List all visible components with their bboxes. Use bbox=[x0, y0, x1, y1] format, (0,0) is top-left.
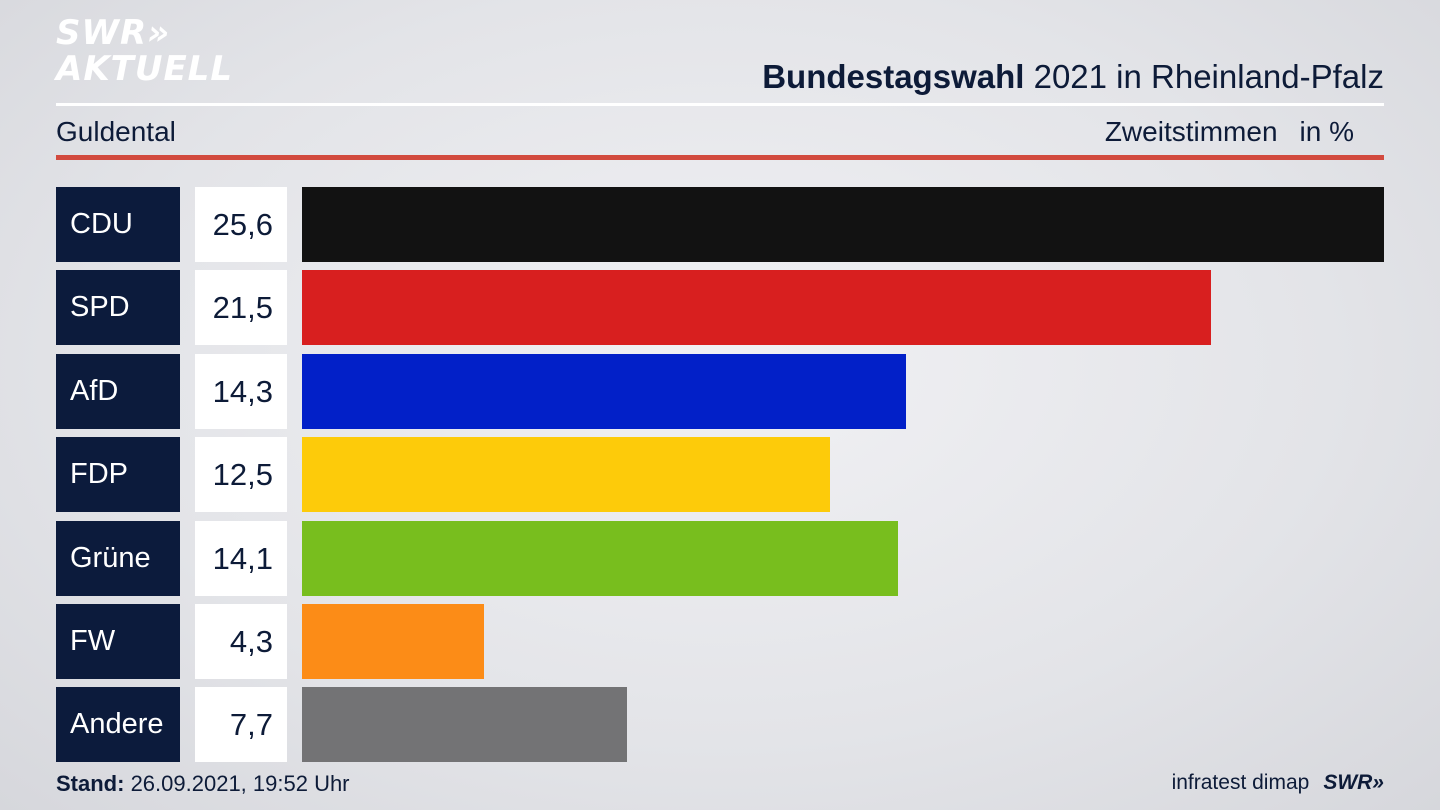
party-label: Andere bbox=[56, 687, 180, 762]
measure-label: Zweitstimmen in % bbox=[1105, 116, 1354, 148]
header-divider bbox=[56, 103, 1384, 106]
accent-divider bbox=[56, 155, 1384, 160]
value-label: 14,1 bbox=[195, 521, 287, 596]
party-label: FW bbox=[56, 604, 180, 679]
value-label: 12,5 bbox=[195, 437, 287, 512]
value-label: 21,5 bbox=[195, 270, 287, 345]
party-label: AfD bbox=[56, 354, 180, 429]
party-label: FDP bbox=[56, 437, 180, 512]
source-name: infratest dimap bbox=[1171, 771, 1310, 794]
bar bbox=[302, 437, 830, 512]
chart-title-rest: 2021 in Rheinland-Pfalz bbox=[1024, 58, 1384, 95]
timestamp: Stand: 26.09.2021, 19:52 Uhr bbox=[56, 771, 350, 797]
party-label: CDU bbox=[56, 187, 180, 262]
bar bbox=[302, 687, 627, 762]
bar bbox=[302, 604, 484, 679]
bar bbox=[302, 270, 1211, 345]
region-label: Guldental bbox=[56, 116, 176, 147]
bar bbox=[302, 187, 1384, 262]
logo-swr: SWR bbox=[56, 13, 148, 53]
swr-aktuell-logo: SWR» AKTUELL bbox=[56, 16, 233, 88]
source-credit: infratest dimap SWR» bbox=[1172, 771, 1384, 795]
bar bbox=[302, 521, 898, 596]
value-label: 7,7 bbox=[195, 687, 287, 762]
logo-aktuell: AKTUELL bbox=[56, 49, 234, 89]
logo-chevron-icon: » bbox=[147, 13, 171, 53]
party-label: Grüne bbox=[56, 521, 180, 596]
swr-brand-icon: SWR» bbox=[1323, 771, 1384, 794]
unit-text: in % bbox=[1299, 116, 1354, 147]
value-label: 14,3 bbox=[195, 354, 287, 429]
bar bbox=[302, 354, 906, 429]
chart-title: Bundestagswahl 2021 in Rheinland-Pfalz bbox=[762, 58, 1384, 96]
value-label: 25,6 bbox=[195, 187, 287, 262]
party-label: SPD bbox=[56, 270, 180, 345]
chart-title-bold: Bundestagswahl bbox=[762, 58, 1025, 95]
value-label: 4,3 bbox=[195, 604, 287, 679]
timestamp-value: 26.09.2021, 19:52 Uhr bbox=[124, 771, 350, 796]
measure-text: Zweitstimmen bbox=[1104, 116, 1278, 147]
timestamp-label: Stand: bbox=[56, 771, 125, 796]
